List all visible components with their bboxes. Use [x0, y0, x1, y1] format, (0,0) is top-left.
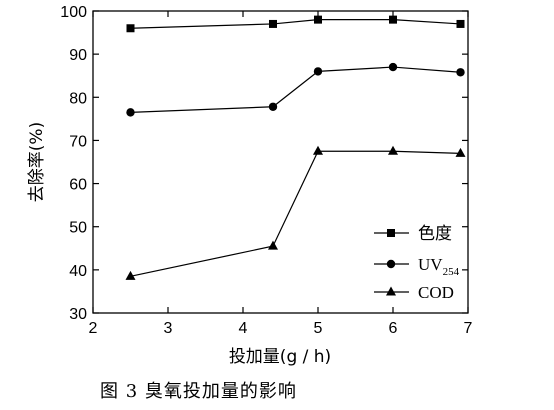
y-tick-label: 70: [69, 133, 87, 150]
data-point-cod: [313, 145, 323, 155]
x-tick-label: 4: [239, 320, 248, 337]
legend-marker-color: [387, 229, 395, 237]
data-point-color: [126, 24, 135, 33]
y-tick-label: 80: [69, 90, 87, 107]
y-tick-label: 100: [60, 4, 87, 21]
data-point-color: [456, 19, 465, 28]
data-point-color: [269, 19, 277, 28]
legend-label-subscript: 254: [443, 266, 460, 278]
series-line-color: [130, 19, 461, 29]
y-tick-label: 50: [69, 220, 87, 237]
x-tick-label: 7: [464, 320, 473, 337]
y-tick-label: 30: [69, 306, 87, 323]
x-axis-title: 投加量(g / h): [229, 347, 331, 367]
data-point-color: [314, 15, 322, 24]
x-tick-label: 2: [89, 320, 98, 337]
legend-label-main: UV: [418, 255, 443, 274]
data-point-cod: [125, 270, 136, 280]
x-tick-label: 5: [314, 320, 323, 337]
data-point-color: [389, 15, 397, 24]
data-point-cod: [455, 147, 466, 157]
data-point-uv254: [268, 102, 278, 111]
data-point-uv254: [456, 68, 465, 77]
axis-ticks: 2 3 4 5 6 7 30 40 50 60 70 80 90 100: [60, 4, 472, 337]
y-tick-label: 60: [69, 177, 87, 194]
legend-marker-cod: [386, 286, 396, 296]
series-layer: [125, 15, 466, 280]
data-point-uv254: [388, 62, 398, 72]
data-point-cod: [388, 145, 398, 155]
legend-label-uv254: UV254: [418, 255, 460, 278]
data-point-uv254: [313, 67, 323, 76]
series-line-uv254: [130, 66, 461, 113]
legend-marker-uv254: [386, 259, 396, 269]
y-tick-label: 40: [69, 263, 87, 280]
legend-label-main: COD: [418, 283, 454, 302]
figure-caption: 图 3 臭氧投加量的影响: [100, 381, 297, 402]
data-point-cod: [268, 240, 278, 250]
x-tick-label: 6: [389, 320, 398, 337]
y-axis-title: 去除率(%): [27, 122, 47, 202]
plot-frame: [92, 10, 469, 314]
legend-label-color: 色度: [418, 224, 452, 244]
data-point-uv254: [126, 108, 135, 117]
series-line-cod: [130, 150, 461, 277]
legend-label-cod: COD: [418, 283, 454, 302]
x-tick-label: 3: [164, 320, 173, 337]
legend-label-main: 色度: [418, 224, 452, 244]
legend: 色度 UV254 COD: [374, 224, 460, 302]
y-tick-label: 90: [69, 47, 87, 64]
